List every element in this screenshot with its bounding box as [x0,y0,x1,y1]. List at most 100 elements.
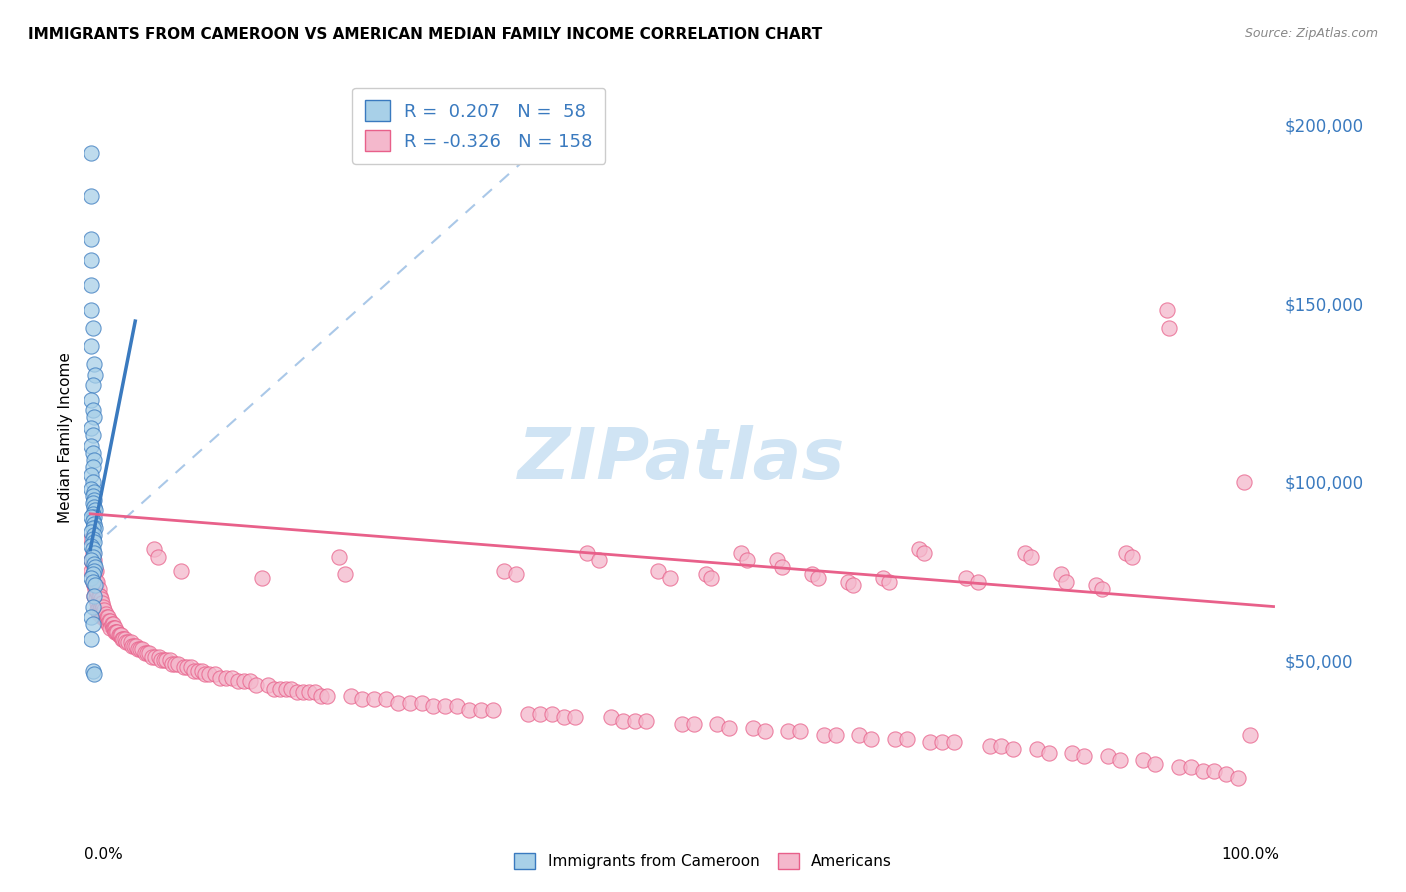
Point [82,599,104,614]
Point [90,592,112,607]
Point [285,685,308,699]
Point [80,303,103,318]
Point [86,585,108,599]
Point [765,553,787,567]
Point [226,674,249,689]
Point [104,621,127,635]
Point [84,574,107,589]
Point [316,689,339,703]
Point [117,635,139,649]
Point [82,428,104,442]
Point [89,589,111,603]
Point [91,599,114,614]
Point [801,567,824,582]
Point [120,635,142,649]
Point [1056,574,1078,589]
Point [96,610,118,624]
Point [778,724,800,739]
Point [93,610,115,624]
Point [80,610,103,624]
Point [920,735,942,749]
Point [647,564,669,578]
Point [84,585,107,599]
Point [446,699,468,714]
Point [83,517,105,532]
Point [82,542,104,557]
Point [1227,771,1250,785]
Point [269,681,291,696]
Point [553,710,575,724]
Point [209,671,232,685]
Point [82,532,104,546]
Point [494,564,516,578]
Point [173,660,195,674]
Point [82,521,104,535]
Point [80,189,103,203]
Point [165,657,187,671]
Point [458,703,481,717]
Point [1038,746,1060,760]
Point [434,699,457,714]
Point [131,642,153,657]
Point [82,321,104,335]
Point [84,578,107,592]
Point [83,535,105,549]
Point [1121,549,1143,564]
Point [730,546,752,560]
Point [100,617,122,632]
Point [990,739,1012,753]
Point [82,446,104,460]
Point [1239,728,1261,742]
Point [82,460,104,475]
Point [612,714,634,728]
Point [80,467,103,482]
Point [375,692,398,706]
Point [87,607,110,621]
Point [136,646,159,660]
Point [564,710,586,724]
Point [83,453,105,467]
Point [1233,475,1256,489]
Point [82,557,104,571]
Point [1108,753,1130,767]
Point [80,553,103,567]
Point [82,567,104,582]
Legend: R =  0.207   N =  58, R = -0.326   N = 158: R = 0.207 N = 58, R = -0.326 N = 158 [352,87,606,164]
Point [80,232,103,246]
Point [842,578,865,592]
Point [398,696,420,710]
Point [91,610,114,624]
Point [245,678,267,692]
Point [837,574,859,589]
Point [84,574,107,589]
Point [735,553,758,567]
Point [470,703,492,717]
Point [90,599,112,614]
Point [155,653,177,667]
Point [82,378,104,392]
Point [1215,767,1237,781]
Point [83,500,105,514]
Point [80,339,103,353]
Point [304,685,326,699]
Point [84,503,107,517]
Point [204,667,226,681]
Point [883,731,905,746]
Point [966,574,988,589]
Point [80,392,103,407]
Point [82,664,104,678]
Point [84,592,107,607]
Point [682,717,704,731]
Point [84,564,107,578]
Point [84,564,107,578]
Point [103,621,125,635]
Point [83,553,105,567]
Point [872,571,894,585]
Point [754,724,776,739]
Point [339,689,361,703]
Point [82,507,104,521]
Point [363,692,385,706]
Legend: Immigrants from Cameroon, Americans: Immigrants from Cameroon, Americans [508,847,898,875]
Point [280,681,302,696]
Point [80,532,103,546]
